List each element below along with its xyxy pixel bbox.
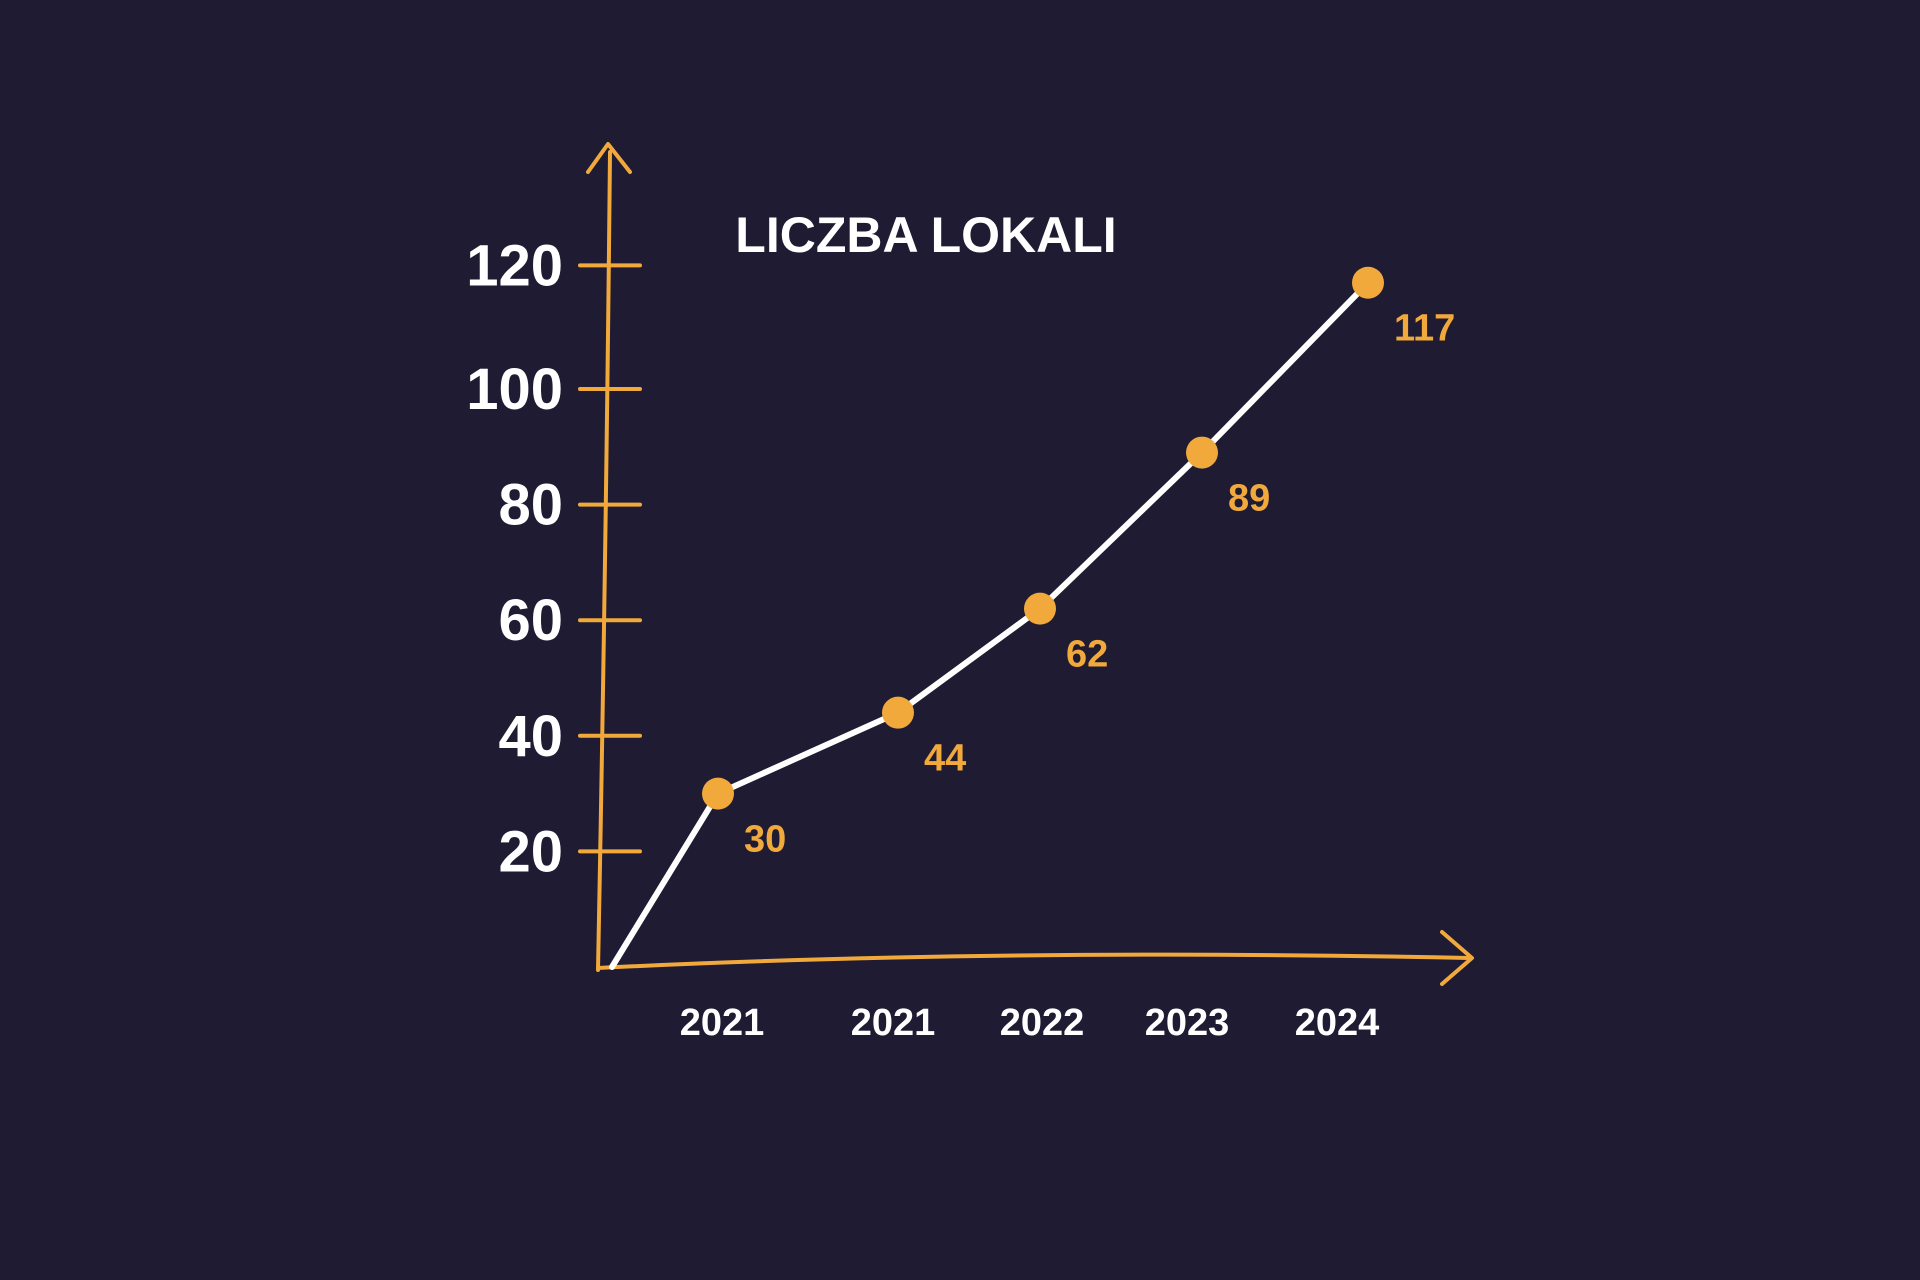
chart-title: LICZBA LOKALI xyxy=(735,207,1116,263)
y-tick-label: 20 xyxy=(498,819,563,884)
x-tick-label: 2024 xyxy=(1295,1002,1380,1044)
y-tick-label: 120 xyxy=(466,233,563,298)
x-axis-arrowhead xyxy=(1440,930,1474,986)
series-line xyxy=(609,279,1371,970)
x-axis-line xyxy=(596,952,1472,970)
data-label: 30 xyxy=(744,819,786,861)
data-label: 117 xyxy=(1394,308,1455,350)
x-tick-label: 2023 xyxy=(1145,1002,1230,1044)
data-point xyxy=(1024,592,1056,625)
data-point xyxy=(702,777,734,810)
data-point xyxy=(1352,266,1384,299)
y-axis-arrowhead xyxy=(586,142,632,174)
y-tick-label: 60 xyxy=(498,588,563,653)
y-tick-label: 100 xyxy=(466,357,563,422)
data-point xyxy=(1186,436,1218,469)
y-tick-label: 40 xyxy=(498,704,563,769)
y-tick-label: 80 xyxy=(498,473,563,538)
data-label: 89 xyxy=(1228,478,1270,520)
x-tick-label: 2021 xyxy=(851,1002,936,1044)
data-label: 44 xyxy=(924,738,966,780)
data-point xyxy=(882,696,914,729)
y-axis-line xyxy=(596,150,612,972)
x-tick-label: 2022 xyxy=(1000,1002,1085,1044)
x-tick-label: 2021 xyxy=(680,1002,765,1044)
data-label: 62 xyxy=(1066,634,1108,676)
